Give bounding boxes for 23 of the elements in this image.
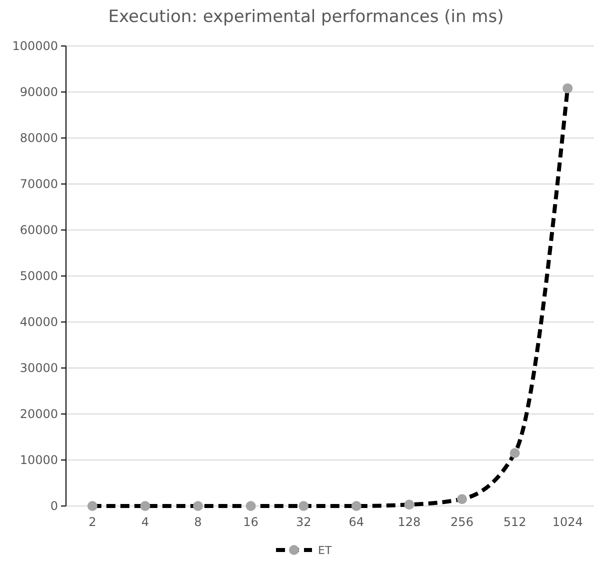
x-tick-label: 8 (194, 515, 202, 529)
x-tick-label: 128 (398, 515, 421, 529)
y-tick-label: 20000 (20, 407, 58, 422)
y-tick-label: 80000 (20, 131, 58, 146)
y-tick-label: 50000 (20, 269, 58, 284)
y-tick-label: 90000 (20, 85, 58, 100)
x-tick-label: 256 (450, 515, 474, 529)
x-tick-label: 2 (88, 515, 96, 529)
chart-title: Execution: experimental performances (in ms) (108, 7, 504, 27)
x-tick-label: 512 (503, 515, 526, 529)
x-tick-label: 16 (243, 515, 258, 529)
x-tick-label: 32 (296, 515, 312, 529)
x-tick-label: 64 (348, 515, 364, 529)
legend-label: ET (318, 544, 332, 557)
y-tick-label: 30000 (20, 361, 58, 376)
y-tick-label: 60000 (20, 223, 58, 238)
x-tick-label: 4 (141, 515, 150, 529)
y-tick-label: 100000 (12, 39, 58, 54)
y-tick-label: 40000 (20, 315, 58, 330)
y-tick-label: 10000 (20, 453, 58, 468)
y-tick-label: 0 (50, 499, 58, 514)
y-tick-label: 70000 (20, 177, 58, 192)
x-tick-label: 1024 (552, 515, 583, 529)
